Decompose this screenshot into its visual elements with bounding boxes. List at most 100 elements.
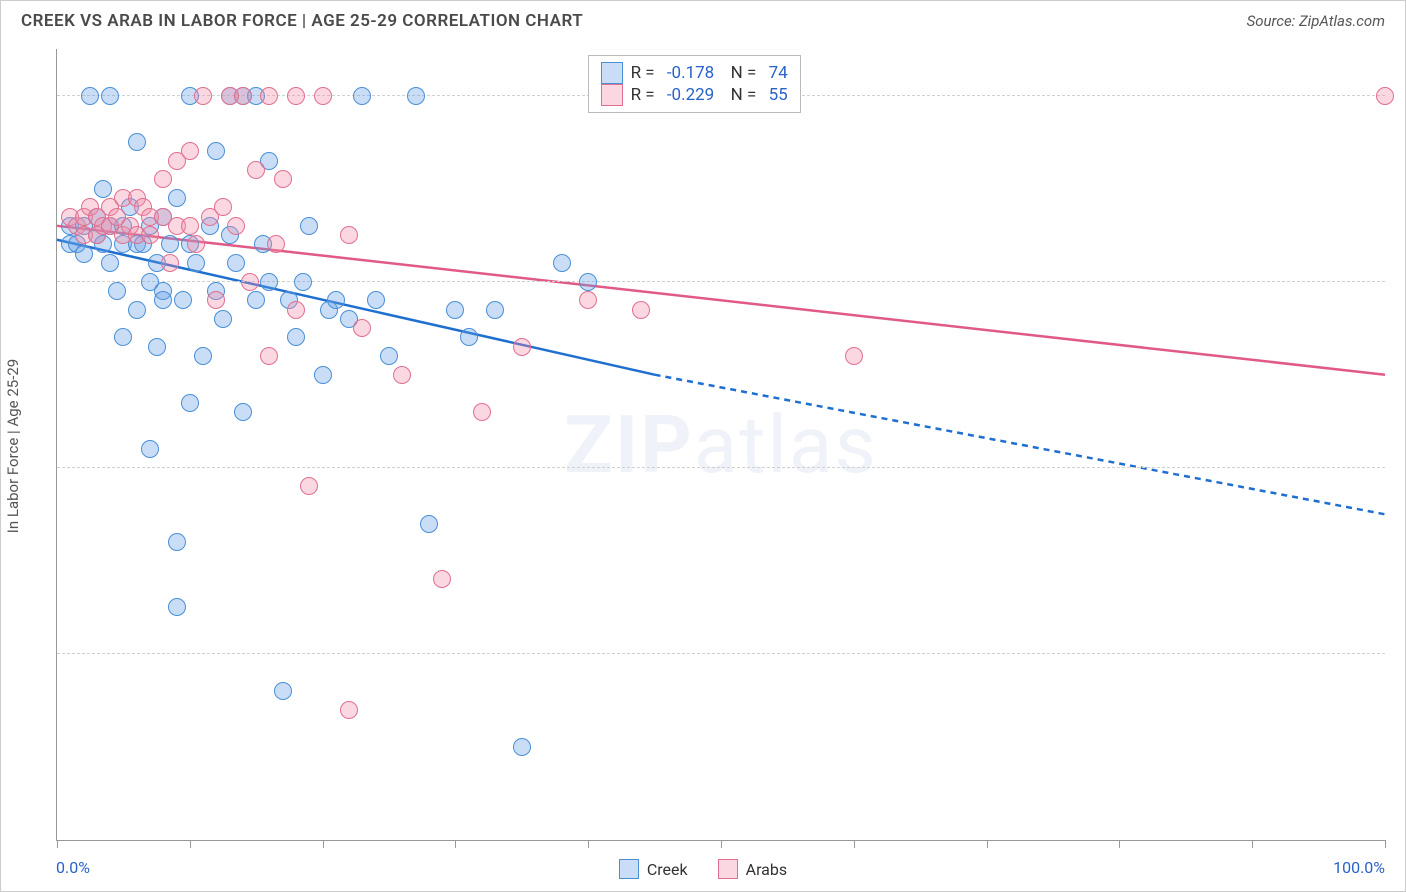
y-tick-label: 80.0%: [1395, 253, 1406, 272]
data-point: [128, 133, 146, 151]
legend-row: R = -0.229 N = 55: [601, 84, 788, 106]
data-point: [274, 682, 292, 700]
legend-r-value: -0.178: [667, 63, 714, 83]
data-point: [340, 701, 358, 719]
legend-swatch: [601, 62, 623, 84]
data-point: [300, 477, 318, 495]
chart-container: CREEK VS ARAB IN LABOR FORCE | AGE 25-29…: [0, 0, 1406, 892]
data-point: [207, 142, 225, 160]
data-point: [486, 301, 504, 319]
data-point: [234, 87, 252, 105]
data-point: [287, 328, 305, 346]
x-tick: [721, 840, 722, 848]
data-point: [260, 347, 278, 365]
header: CREEK VS ARAB IN LABOR FORCE | AGE 25-29…: [1, 1, 1405, 39]
data-point: [227, 254, 245, 272]
data-point: [579, 291, 597, 309]
plot-area: ZIPatlas 40.0%60.0%80.0%100.0%: [56, 49, 1385, 841]
data-point: [632, 301, 650, 319]
data-point: [168, 598, 186, 616]
x-tick: [190, 840, 191, 848]
data-point: [274, 170, 292, 188]
data-point: [161, 254, 179, 272]
watermark-bold: ZIP: [564, 398, 694, 492]
x-tick: [455, 840, 456, 848]
data-point: [141, 226, 159, 244]
watermark: ZIPatlas: [564, 398, 877, 492]
x-tick: [323, 840, 324, 848]
data-point: [433, 570, 451, 588]
legend-r-label: R =: [631, 63, 659, 83]
data-point: [101, 254, 119, 272]
legend-item: Arabs: [718, 859, 788, 879]
gridline-h: [57, 467, 1385, 468]
data-point: [420, 515, 438, 533]
legend-n-value: 55: [769, 85, 788, 105]
legend-swatch: [601, 84, 623, 106]
x-tick: [1252, 840, 1253, 848]
data-point: [214, 310, 232, 328]
data-point: [1376, 87, 1394, 105]
data-point: [194, 347, 212, 365]
series-legend: Creek Arabs: [1, 859, 1405, 879]
legend-n-value: 74: [769, 63, 788, 83]
x-tick: [1385, 840, 1386, 848]
y-tick-label: 100.0%: [1395, 67, 1406, 86]
data-point: [181, 217, 199, 235]
legend-row: R = -0.178 N = 74: [601, 62, 788, 84]
data-point: [247, 291, 265, 309]
data-point: [446, 301, 464, 319]
data-point: [181, 142, 199, 160]
data-point: [287, 87, 305, 105]
data-point: [473, 403, 491, 421]
data-point: [227, 217, 245, 235]
y-axis-label: In Labor Force | Age 25-29: [4, 359, 22, 533]
legend-r-label: R =: [631, 85, 659, 105]
legend-n-label: N =: [722, 85, 760, 105]
data-point: [187, 235, 205, 253]
data-point: [194, 87, 212, 105]
data-point: [553, 254, 571, 272]
legend-n-label: N =: [722, 63, 760, 83]
watermark-rest: atlas: [694, 398, 878, 492]
legend-item: Creek: [619, 859, 688, 879]
data-point: [314, 366, 332, 384]
data-point: [128, 301, 146, 319]
x-tick: [854, 840, 855, 848]
data-point: [380, 347, 398, 365]
data-point: [174, 291, 192, 309]
data-point: [287, 301, 305, 319]
data-point: [81, 87, 99, 105]
data-point: [327, 291, 345, 309]
legend-series-name: Arabs: [746, 860, 788, 879]
data-point: [340, 226, 358, 244]
data-point: [314, 87, 332, 105]
legend-series-name: Creek: [647, 860, 688, 879]
data-point: [161, 235, 179, 253]
data-point: [168, 189, 186, 207]
data-point: [353, 87, 371, 105]
data-point: [141, 440, 159, 458]
data-point: [241, 273, 259, 291]
data-point: [187, 254, 205, 272]
chart-title: CREEK VS ARAB IN LABOR FORCE | AGE 25-29…: [21, 11, 583, 31]
gridline-h: [57, 653, 1385, 654]
legend-swatch: [619, 859, 639, 879]
x-tick: [1119, 840, 1120, 848]
data-point: [300, 217, 318, 235]
source-label: Source: ZipAtlas.com: [1247, 12, 1385, 30]
data-point: [393, 366, 411, 384]
data-point: [207, 291, 225, 309]
data-point: [75, 245, 93, 263]
data-point: [181, 394, 199, 412]
data-point: [460, 328, 478, 346]
data-point: [154, 170, 172, 188]
x-tick: [987, 840, 988, 848]
data-point: [234, 403, 252, 421]
x-tick: [588, 840, 589, 848]
data-point: [247, 161, 265, 179]
data-point: [101, 87, 119, 105]
data-point: [513, 738, 531, 756]
y-tick-label: 40.0%: [1395, 625, 1406, 644]
data-point: [353, 319, 371, 337]
